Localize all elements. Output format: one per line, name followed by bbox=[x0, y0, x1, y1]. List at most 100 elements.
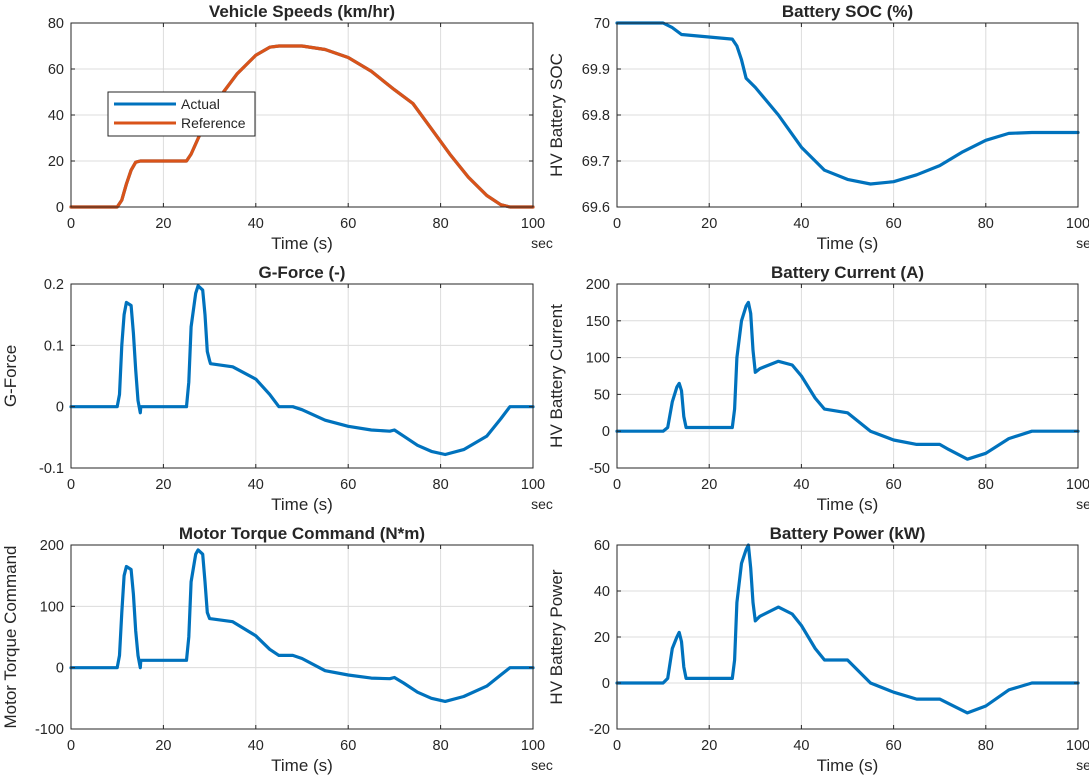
x-tick-label: 80 bbox=[433, 738, 449, 754]
x-tick-label: 0 bbox=[67, 477, 75, 493]
y-axis-label: HV Battery Current bbox=[547, 304, 566, 448]
y-tick-label: 50 bbox=[594, 387, 610, 403]
y-tick-label: 20 bbox=[594, 630, 610, 646]
x-tick-label: 80 bbox=[978, 738, 994, 754]
x-tick-label: 100 bbox=[1066, 477, 1089, 493]
x-tick-label: 60 bbox=[340, 738, 356, 754]
legend: Actual Reference bbox=[107, 91, 256, 137]
x-unit-label: sec bbox=[1076, 496, 1089, 512]
series-line bbox=[615, 21, 1080, 186]
y-tick-label: 40 bbox=[48, 108, 64, 124]
y-tick-label: 0.1 bbox=[44, 338, 64, 354]
y-axis-label: HV Battery SOC bbox=[547, 53, 566, 177]
x-axis-label: Time (s) bbox=[271, 495, 333, 514]
x-unit-label: sec bbox=[531, 496, 553, 512]
series-line bbox=[69, 284, 535, 457]
y-axis-label: G-Force bbox=[1, 345, 20, 407]
x-tick-label: 80 bbox=[433, 477, 449, 493]
y-tick-label: 100 bbox=[40, 599, 64, 615]
x-tick-label: 40 bbox=[248, 738, 264, 754]
chart-title: Motor Torque Command (N*m) bbox=[179, 524, 425, 543]
y-tick-label: 40 bbox=[594, 584, 610, 600]
x-tick-label: 0 bbox=[613, 477, 621, 493]
y-tick-label: 200 bbox=[586, 277, 610, 293]
series-line bbox=[69, 548, 535, 703]
y-tick-label: -20 bbox=[589, 722, 610, 738]
x-tick-label: 100 bbox=[521, 216, 545, 232]
axes-box bbox=[616, 283, 1079, 469]
y-tick-label: 150 bbox=[586, 314, 610, 330]
y-tick-label: 69.7 bbox=[582, 154, 610, 170]
x-tick-label: 20 bbox=[701, 477, 717, 493]
x-unit-label: sec bbox=[1076, 757, 1089, 773]
y-axis-label: Motor Torque Command bbox=[1, 546, 20, 729]
y-tick-label: 100 bbox=[586, 351, 610, 367]
x-tick-label: 20 bbox=[155, 738, 171, 754]
x-tick-label: 100 bbox=[521, 738, 545, 754]
x-axis-label: Time (s) bbox=[817, 756, 879, 775]
x-tick-label: 0 bbox=[613, 216, 621, 232]
x-tick-label: 0 bbox=[67, 216, 75, 232]
y-tick-label: 0 bbox=[602, 676, 610, 692]
x-tick-label: 40 bbox=[248, 477, 264, 493]
y-tick-label: -100 bbox=[35, 722, 64, 738]
y-tick-label: 69.9 bbox=[582, 62, 610, 78]
axes-box bbox=[70, 283, 534, 469]
y-tick-label: 60 bbox=[594, 538, 610, 554]
x-tick-label: 40 bbox=[793, 477, 809, 493]
x-tick-label: 20 bbox=[701, 738, 717, 754]
plot-background bbox=[617, 284, 1078, 468]
x-tick-label: 60 bbox=[886, 477, 902, 493]
x-tick-label: 60 bbox=[340, 216, 356, 232]
x-axis-label: Time (s) bbox=[817, 234, 879, 253]
y-tick-label: 70 bbox=[594, 16, 610, 32]
x-tick-label: 60 bbox=[340, 477, 356, 493]
x-tick-label: 60 bbox=[886, 738, 902, 754]
y-tick-label: 200 bbox=[40, 538, 64, 554]
series-line bbox=[615, 300, 1080, 461]
x-tick-label: 100 bbox=[1066, 738, 1089, 754]
y-tick-label: 0 bbox=[56, 200, 64, 216]
x-unit-label: sec bbox=[1076, 235, 1089, 251]
x-unit-label: sec bbox=[531, 235, 553, 251]
x-unit-label: sec bbox=[531, 757, 553, 773]
y-tick-label: 0.2 bbox=[44, 277, 64, 293]
x-tick-label: 80 bbox=[433, 216, 449, 232]
y-tick-label: 0 bbox=[602, 424, 610, 440]
y-axis-label: HV Battery Power bbox=[547, 569, 566, 704]
x-tick-label: 40 bbox=[793, 216, 809, 232]
x-tick-label: 100 bbox=[521, 477, 545, 493]
chart-g-force: 0 20 40 60 80 100-0.100.10.2G-Force (-)Time (… bbox=[1, 263, 553, 514]
plot-background bbox=[71, 545, 533, 729]
chart-battery-soc: 0 20 40 60 80 100 69.6 69.7 69.8 69.9 70 Battery SO… bbox=[547, 2, 1089, 253]
series-line-reference bbox=[69, 44, 535, 209]
series-line bbox=[615, 543, 1080, 715]
x-tick-label: 20 bbox=[155, 216, 171, 232]
y-tick-label: 20 bbox=[48, 154, 64, 170]
x-tick-label: 20 bbox=[155, 477, 171, 493]
y-tick-label: -50 bbox=[589, 461, 610, 477]
legend-entry: Reference bbox=[181, 115, 246, 131]
x-axis-label: Time (s) bbox=[817, 495, 879, 514]
x-tick-label: 100 bbox=[1066, 216, 1089, 232]
chart-title: G-Force (-) bbox=[259, 263, 346, 282]
y-tick-label: -0.1 bbox=[39, 461, 64, 477]
y-tick-label: 0 bbox=[56, 661, 64, 677]
chart-title: Vehicle Speeds (km/hr) bbox=[209, 2, 395, 21]
x-axis-label: Time (s) bbox=[271, 756, 333, 775]
x-tick-label: 40 bbox=[793, 738, 809, 754]
y-tick-label: 69.6 bbox=[582, 200, 610, 216]
chart-vehicle-speeds: 0 20 40 60 80 100 0 20 40 60 80 Vehicle Speeds (km/… bbox=[48, 2, 553, 253]
y-tick-label: 80 bbox=[48, 16, 64, 32]
x-tick-label: 20 bbox=[701, 216, 717, 232]
plot-background bbox=[71, 284, 533, 468]
x-tick-label: 0 bbox=[67, 738, 75, 754]
legend-entry: Actual bbox=[181, 96, 220, 112]
y-tick-label: 69.8 bbox=[582, 108, 610, 124]
x-axis-label: Time (s) bbox=[271, 234, 333, 253]
x-tick-label: 80 bbox=[978, 477, 994, 493]
